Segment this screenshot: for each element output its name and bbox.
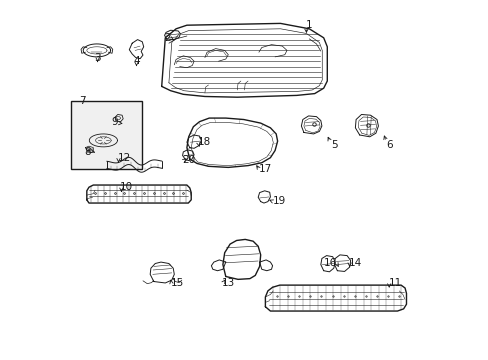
Text: 4: 4 xyxy=(133,56,140,66)
Text: 15: 15 xyxy=(170,278,183,288)
Text: 1: 1 xyxy=(305,20,312,30)
Text: 9: 9 xyxy=(111,117,118,127)
Text: 6: 6 xyxy=(386,140,392,150)
Text: 14: 14 xyxy=(348,258,362,268)
Text: 8: 8 xyxy=(83,147,90,157)
Text: 3: 3 xyxy=(94,53,101,63)
Text: 17: 17 xyxy=(258,164,272,174)
Text: 10: 10 xyxy=(120,182,133,192)
Text: 7: 7 xyxy=(79,96,85,106)
Text: 5: 5 xyxy=(330,140,337,150)
Text: 2: 2 xyxy=(164,33,170,43)
Text: 11: 11 xyxy=(387,278,401,288)
Text: 18: 18 xyxy=(197,137,210,147)
Text: 13: 13 xyxy=(222,278,235,288)
Text: 16: 16 xyxy=(324,258,337,268)
Bar xyxy=(71,101,142,169)
Text: 20: 20 xyxy=(182,155,195,165)
Text: 12: 12 xyxy=(118,153,131,163)
Text: 19: 19 xyxy=(272,196,285,206)
